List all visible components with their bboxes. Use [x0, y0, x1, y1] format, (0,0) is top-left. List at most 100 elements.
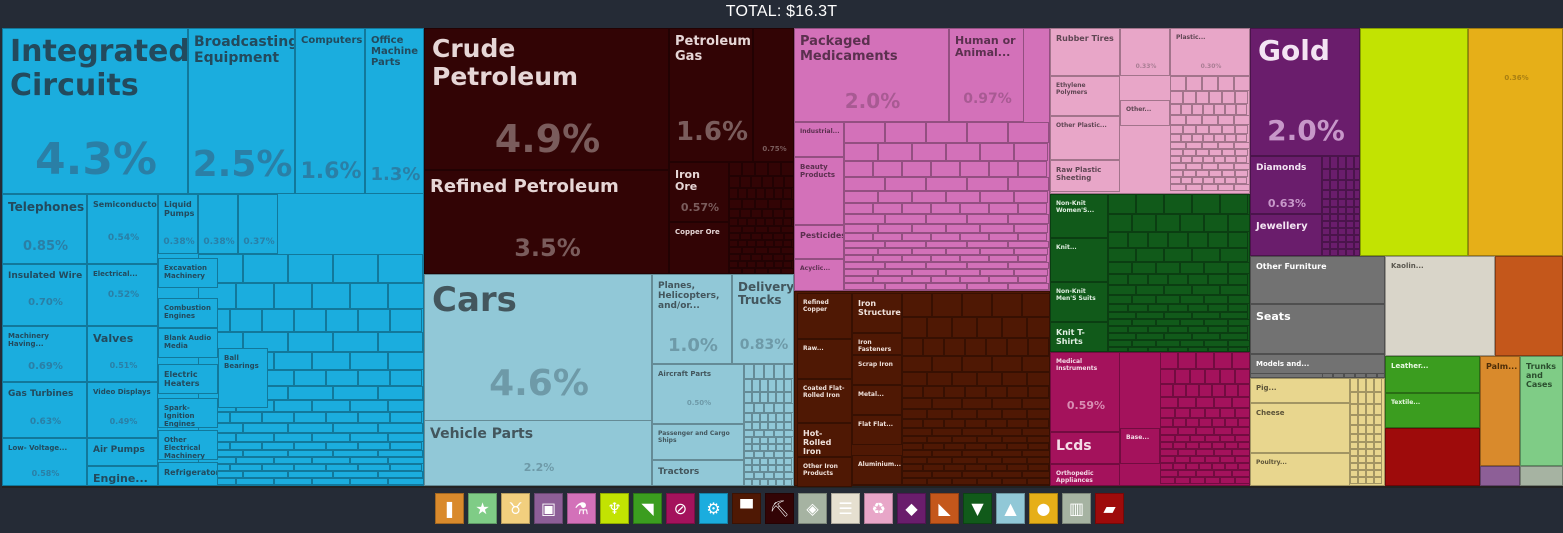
treemap-small-tile[interactable] — [1346, 156, 1354, 169]
treemap-small-tile[interactable] — [944, 464, 965, 471]
treemap-small-tile[interactable] — [902, 317, 927, 338]
treemap-cell[interactable]: 0.37% — [238, 194, 278, 254]
treemap-small-tile[interactable] — [1322, 221, 1330, 228]
treemap-small-tile[interactable] — [729, 226, 742, 233]
treemap-small-tile[interactable] — [1374, 415, 1382, 425]
treemap-small-tile[interactable] — [952, 372, 977, 386]
treemap-small-tile[interactable] — [902, 372, 927, 386]
treemap-small-tile[interactable] — [751, 233, 762, 240]
treemap-small-tile[interactable] — [1188, 274, 1208, 285]
treemap-small-tile[interactable] — [1160, 408, 1175, 418]
treemap-small-tile[interactable] — [977, 478, 1002, 485]
treemap-small-tile[interactable] — [1225, 463, 1238, 470]
treemap-small-tile[interactable] — [873, 233, 902, 241]
treemap-small-tile[interactable] — [902, 233, 931, 241]
treemap-small-tile[interactable] — [773, 209, 784, 218]
treemap-small-tile[interactable] — [744, 451, 754, 458]
treemap-small-tile[interactable] — [980, 269, 1014, 276]
treemap-small-tile[interactable] — [1322, 180, 1330, 190]
treemap-small-tile[interactable] — [1338, 169, 1346, 180]
treemap-small-tile[interactable] — [1235, 125, 1248, 134]
treemap-small-tile[interactable] — [1330, 199, 1338, 207]
treemap-small-tile[interactable] — [1148, 232, 1168, 248]
treemap-small-tile[interactable] — [1354, 199, 1360, 207]
treemap-small-tile[interactable] — [755, 268, 768, 274]
treemap-cell[interactable]: Delivery Trucks 0.83% — [732, 274, 794, 364]
treemap-small-tile[interactable] — [946, 143, 980, 161]
treemap-small-tile[interactable] — [1183, 91, 1196, 104]
treemap-small-tile[interactable] — [962, 356, 992, 372]
treemap-small-tile[interactable] — [738, 240, 747, 247]
treemap-small-tile[interactable] — [965, 419, 986, 428]
treemap-small-tile[interactable] — [784, 209, 794, 218]
treemap-small-tile[interactable] — [844, 241, 885, 248]
treemap-small-tile[interactable] — [754, 451, 764, 458]
treemap-small-tile[interactable] — [288, 450, 333, 457]
treemap-small-tile[interactable] — [844, 143, 878, 161]
treemap-small-tile[interactable] — [923, 464, 944, 471]
treemap-small-tile[interactable] — [1022, 398, 1050, 409]
treemap-small-tile[interactable] — [844, 283, 885, 290]
treemap-small-tile[interactable] — [1199, 384, 1212, 397]
treemap-small-tile[interactable] — [1014, 191, 1048, 203]
treemap-small-tile[interactable] — [932, 450, 962, 457]
treemap-cell[interactable]: Insulated Wire 0.70% — [2, 264, 87, 326]
treemap-small-tile[interactable] — [776, 458, 784, 465]
treemap-small-tile[interactable] — [1178, 397, 1196, 408]
treemap-small-tile[interactable] — [926, 122, 967, 143]
treemap-small-tile[interactable] — [755, 226, 768, 233]
treemap-small-tile[interactable] — [752, 392, 760, 403]
treemap-small-tile[interactable] — [1338, 228, 1346, 235]
treemap-small-tile[interactable] — [1196, 125, 1209, 134]
treemap-small-tile[interactable] — [1218, 76, 1234, 91]
treemap-small-tile[interactable] — [388, 478, 424, 485]
treemap-small-tile[interactable] — [1350, 463, 1358, 470]
treemap-small-tile[interactable] — [1225, 156, 1236, 163]
treemap-small-tile[interactable] — [931, 255, 960, 262]
treemap-small-tile[interactable] — [752, 444, 760, 451]
treemap-small-tile[interactable] — [1132, 319, 1156, 326]
treemap-cell[interactable]: Diamonds 0.63% — [1250, 156, 1322, 214]
treemap-small-tile[interactable] — [1338, 214, 1346, 221]
treemap-small-tile[interactable] — [1366, 425, 1374, 434]
treemap-small-tile[interactable] — [390, 464, 422, 471]
treemap-small-tile[interactable] — [1164, 248, 1192, 262]
treemap-small-tile[interactable] — [358, 464, 390, 471]
treemap-small-tile[interactable] — [878, 248, 912, 255]
treemap-small-tile[interactable] — [1350, 404, 1358, 415]
treemap-small-tile[interactable] — [885, 177, 926, 191]
treemap-small-tile[interactable] — [326, 412, 358, 423]
treemap-small-tile[interactable] — [756, 188, 765, 199]
treemap-small-tile[interactable] — [1108, 326, 1128, 333]
treemap-small-tile[interactable] — [1225, 104, 1236, 115]
treemap-cell[interactable]: Ball Bearings — [218, 348, 268, 408]
treemap-cell[interactable]: Other Furniture — [1250, 256, 1385, 304]
treemap-small-tile[interactable] — [1128, 274, 1148, 285]
treemap-small-tile[interactable] — [967, 241, 1008, 248]
treemap-small-tile[interactable] — [1236, 104, 1247, 115]
treemap-small-tile[interactable] — [992, 428, 1022, 436]
treemap-small-tile[interactable] — [912, 191, 946, 203]
treemap-cell[interactable]: Crude Petroleum 4.9% — [424, 28, 669, 170]
treemap-small-tile[interactable] — [378, 423, 423, 433]
treemap-small-tile[interactable] — [1014, 224, 1048, 233]
treemap-small-tile[interactable] — [230, 464, 262, 471]
treemap-cell[interactable]: Iron Structures — [852, 293, 902, 333]
treemap-small-tile[interactable] — [1238, 463, 1250, 470]
treemap-cell[interactable]: Base... — [1120, 428, 1160, 464]
treemap-small-tile[interactable] — [885, 241, 926, 248]
treemap-small-tile[interactable] — [1160, 456, 1175, 463]
treemap-cell[interactable]: Coated Flat-Rolled Iron — [797, 379, 852, 423]
treemap-small-tile[interactable] — [1374, 404, 1382, 415]
treemap-small-tile[interactable] — [977, 409, 1002, 419]
treemap-small-tile[interactable] — [1228, 295, 1250, 304]
treemap-small-tile[interactable] — [1346, 199, 1354, 207]
treemap-small-tile[interactable] — [1180, 214, 1204, 232]
treemap-small-tile[interactable] — [1022, 356, 1050, 372]
treemap-small-tile[interactable] — [878, 191, 912, 203]
treemap-small-tile[interactable] — [765, 188, 774, 199]
treemap-small-tile[interactable] — [1338, 221, 1346, 228]
treemap-small-tile[interactable] — [923, 419, 944, 428]
treemap-cell[interactable]: Excavation Machinery — [158, 258, 218, 288]
treemap-small-tile[interactable] — [784, 176, 794, 188]
